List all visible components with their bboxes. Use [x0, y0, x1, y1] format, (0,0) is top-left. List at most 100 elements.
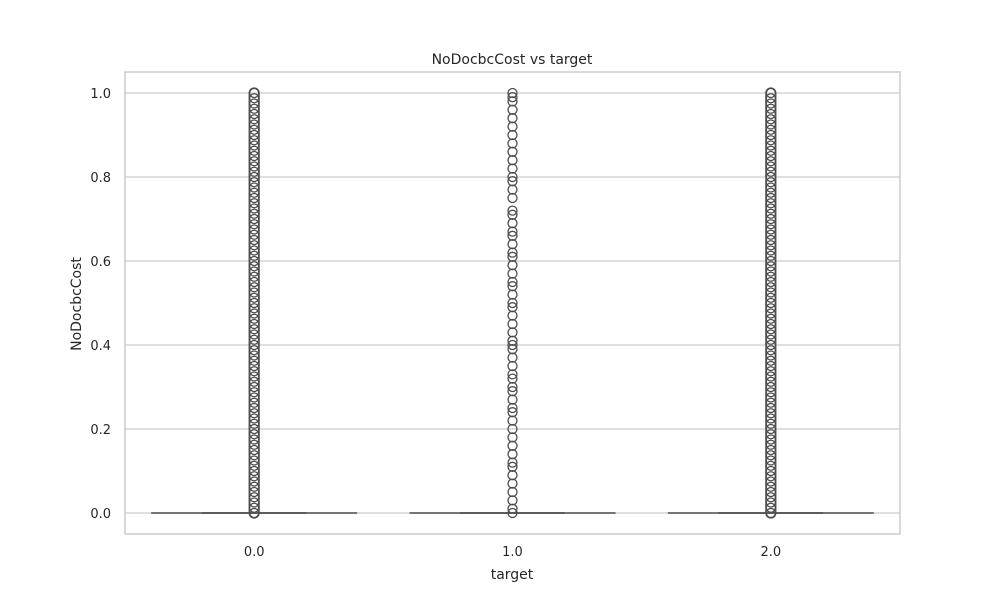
outlier-point — [765, 450, 776, 461]
outlier-point — [249, 287, 260, 298]
outlier-point — [765, 497, 776, 508]
chart-title: NoDocbcCost vs target — [432, 52, 593, 68]
outlier-point — [507, 209, 518, 220]
outlier-point — [249, 387, 260, 398]
outlier-point — [249, 203, 260, 214]
outlier-point — [249, 371, 260, 382]
plot-frame — [124, 71, 901, 535]
outlier-point — [249, 308, 260, 319]
outlier-point — [249, 460, 260, 471]
outlier-point — [765, 371, 776, 382]
outlier-point — [249, 108, 260, 120]
outlier-point — [249, 224, 260, 235]
outlier-point — [765, 460, 776, 471]
outlier-point — [249, 345, 260, 356]
outlier-point — [249, 240, 260, 251]
outlier-point — [765, 387, 776, 398]
outlier-point — [765, 423, 776, 435]
outlier-point — [765, 108, 776, 120]
outlier-point — [249, 166, 260, 177]
outlier-point — [249, 119, 260, 130]
outlier-point — [765, 287, 776, 298]
outlier-point — [249, 98, 260, 109]
outlier-point — [249, 292, 260, 303]
outlier-point — [765, 486, 776, 498]
outlier-point — [765, 129, 776, 141]
outlier-point — [249, 434, 260, 445]
outlier-point — [249, 161, 260, 172]
outlier-point — [507, 373, 518, 384]
outlier-point — [765, 187, 776, 198]
outlier-point — [765, 171, 776, 183]
outlier-point — [765, 376, 776, 387]
outlier-point — [249, 171, 260, 183]
outlier-point — [249, 234, 260, 246]
x-tick-label: 0.0 — [244, 545, 265, 560]
outlier-point — [765, 156, 776, 167]
outlier-point — [765, 93, 776, 104]
outlier-point — [765, 114, 776, 125]
outlier-point — [249, 486, 260, 498]
box-1.0 — [409, 87, 616, 519]
outlier-point — [765, 135, 776, 146]
outlier-point — [765, 444, 776, 456]
outlier-point — [507, 205, 518, 216]
outlier-point — [249, 192, 260, 204]
outlier-point — [765, 397, 776, 408]
outlier-point — [507, 176, 518, 187]
outlier-point — [249, 271, 260, 282]
y-tick-label: 0.2 — [90, 423, 111, 438]
outlier-point — [249, 408, 260, 419]
outlier-point — [765, 271, 776, 282]
outlier-point — [249, 439, 260, 450]
outlier-point — [249, 213, 260, 225]
box-2.0 — [667, 87, 874, 519]
outlier-point — [507, 461, 518, 472]
box-marks — [151, 87, 874, 519]
outlier-point — [249, 492, 260, 503]
y-tick-label: 0.0 — [90, 507, 111, 522]
outlier-point — [249, 423, 260, 435]
outlier-point — [249, 140, 260, 151]
outlier-point — [765, 87, 776, 99]
outlier-point — [765, 303, 776, 314]
outlier-point — [765, 334, 776, 345]
outlier-point — [249, 360, 260, 372]
y-tick-label: 0.8 — [90, 171, 111, 186]
outlier-point — [249, 87, 260, 99]
outlier-point — [765, 471, 776, 482]
outlier-point — [765, 329, 776, 340]
outlier-point — [249, 250, 260, 261]
outlier-point — [765, 198, 776, 209]
outlier-point — [249, 208, 260, 219]
outlier-point — [249, 334, 260, 345]
outlier-point — [249, 376, 260, 387]
outlier-point — [765, 103, 776, 114]
outlier-point — [507, 251, 518, 262]
outlier-point — [249, 324, 260, 335]
outlier-point — [765, 418, 776, 429]
outlier-point — [249, 266, 260, 277]
outlier-point — [249, 93, 260, 104]
outlier-point — [249, 350, 260, 361]
outlier-point — [249, 297, 260, 309]
x-axis-label: target — [491, 567, 534, 583]
outlier-point — [765, 119, 776, 130]
outlier-point — [249, 366, 260, 377]
x-tick-label: 2.0 — [760, 545, 781, 560]
outlier-point — [765, 229, 776, 240]
outlier-point — [765, 492, 776, 503]
outlier-point — [765, 192, 776, 204]
outlier-point — [765, 266, 776, 277]
outlier-point — [765, 177, 776, 188]
outlier-point — [765, 145, 776, 156]
outlier-point — [249, 355, 260, 366]
outlier-point — [765, 276, 776, 288]
outlier-point — [765, 429, 776, 440]
outlier-point — [765, 360, 776, 372]
outlier-point — [249, 282, 260, 293]
outlier-point — [765, 381, 776, 393]
outlier-point — [765, 161, 776, 172]
outlier-point — [765, 250, 776, 261]
outlier-point — [765, 98, 776, 109]
